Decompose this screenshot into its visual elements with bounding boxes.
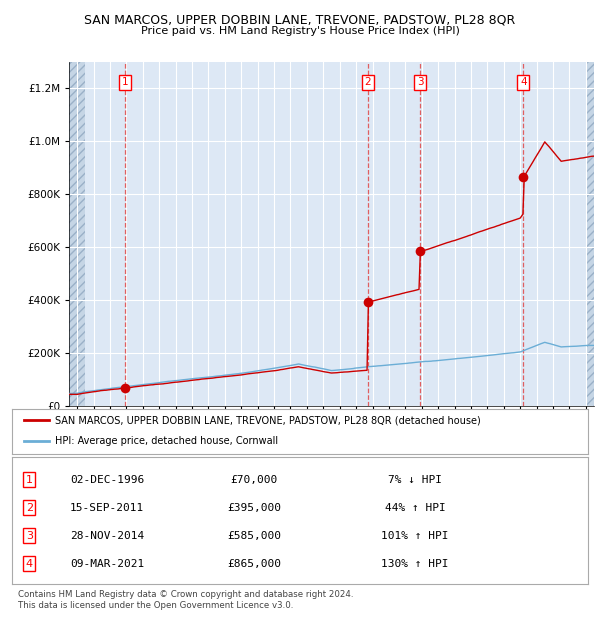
Text: 15-SEP-2011: 15-SEP-2011 (70, 503, 144, 513)
Text: 2: 2 (364, 78, 371, 87)
Text: Contains HM Land Registry data © Crown copyright and database right 2024.: Contains HM Land Registry data © Crown c… (18, 590, 353, 600)
Text: £395,000: £395,000 (227, 503, 281, 513)
Text: 2: 2 (26, 503, 33, 513)
Bar (586, 62, 594, 406)
Text: This data is licensed under the Open Government Licence v3.0.: This data is licensed under the Open Gov… (18, 601, 293, 611)
Bar (69, 62, 85, 406)
Text: 130% ↑ HPI: 130% ↑ HPI (382, 559, 449, 569)
Text: Price paid vs. HM Land Registry's House Price Index (HPI): Price paid vs. HM Land Registry's House … (140, 26, 460, 36)
Text: £585,000: £585,000 (227, 531, 281, 541)
Text: 02-DEC-1996: 02-DEC-1996 (70, 475, 144, 485)
Text: 09-MAR-2021: 09-MAR-2021 (70, 559, 144, 569)
Text: 7% ↓ HPI: 7% ↓ HPI (388, 475, 442, 485)
Text: 28-NOV-2014: 28-NOV-2014 (70, 531, 144, 541)
Text: 3: 3 (26, 531, 33, 541)
Text: £865,000: £865,000 (227, 559, 281, 569)
Text: 4: 4 (26, 559, 33, 569)
Text: 44% ↑ HPI: 44% ↑ HPI (385, 503, 446, 513)
Text: SAN MARCOS, UPPER DOBBIN LANE, TREVONE, PADSTOW, PL28 8QR (detached house): SAN MARCOS, UPPER DOBBIN LANE, TREVONE, … (55, 415, 481, 425)
Text: 1: 1 (26, 475, 33, 485)
Text: HPI: Average price, detached house, Cornwall: HPI: Average price, detached house, Corn… (55, 436, 278, 446)
Text: 101% ↑ HPI: 101% ↑ HPI (382, 531, 449, 541)
Text: 4: 4 (520, 78, 527, 87)
Text: SAN MARCOS, UPPER DOBBIN LANE, TREVONE, PADSTOW, PL28 8QR: SAN MARCOS, UPPER DOBBIN LANE, TREVONE, … (85, 14, 515, 27)
Text: 1: 1 (122, 78, 128, 87)
Text: 3: 3 (417, 78, 424, 87)
Text: £70,000: £70,000 (230, 475, 278, 485)
